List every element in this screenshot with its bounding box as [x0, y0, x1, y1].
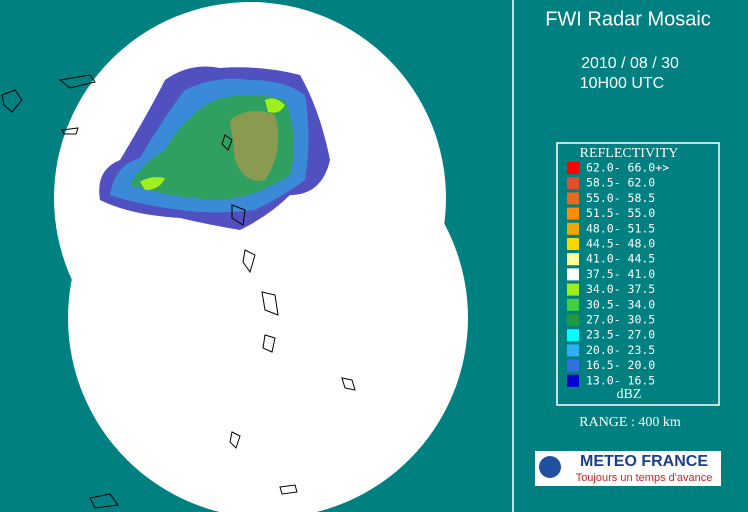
legend-label: 58.5- 62.0: [586, 176, 655, 190]
legend-swatch: [567, 359, 579, 372]
legend-swatch: [567, 344, 579, 357]
legend-swatch: [567, 207, 579, 220]
logo-icon: [539, 456, 561, 478]
legend-swatch: [567, 283, 579, 296]
legend-label: 16.5- 20.0: [586, 358, 655, 372]
legend-label: 62.0- 66.0+>: [586, 161, 669, 175]
legend-swatch: [567, 238, 579, 250]
legend-swatch: [567, 177, 579, 190]
legend-swatch: [567, 253, 579, 266]
echo-area: [140, 98, 285, 190]
legend-swatch: [567, 298, 579, 311]
coastlines: [1, 74, 356, 509]
legend-swatch: [567, 222, 579, 235]
legend-label: 20.0- 23.5: [586, 343, 655, 357]
logo-tagline: Toujours un temps d'avance: [576, 472, 713, 484]
time: 10H00 UTC: [580, 75, 664, 92]
logo: METEO FRANCE Toujours un temps d'avance: [535, 451, 721, 486]
legend-swatch: [567, 162, 579, 174]
legend-label: 48.0- 51.5: [586, 221, 655, 235]
legend-label: 51.5- 55.0: [586, 206, 655, 220]
legend: REFLECTIVITY dBZ 62.0- 66.0+>58.5- 62.05…: [556, 142, 720, 406]
legend-frame: [556, 142, 720, 406]
title: FWI Radar Mosaic: [545, 8, 711, 30]
legend-swatch: [567, 329, 579, 342]
legend-swatch: [567, 374, 579, 387]
range: RANGE : 400 km: [579, 415, 681, 430]
logo-name: METEO FRANCE: [580, 453, 708, 470]
logo-box: [535, 451, 721, 486]
legend-swatch: [567, 314, 579, 326]
legend-swatch: [567, 192, 579, 205]
echo-area: [230, 111, 279, 181]
legend-label: 13.0- 16.5: [586, 373, 655, 387]
legend-label: 23.5- 27.0: [586, 328, 655, 342]
legend-label: 37.5- 41.0: [586, 267, 655, 281]
legend-label: 44.5- 48.0: [586, 237, 655, 251]
legend-label: 34.0- 37.5: [586, 282, 655, 296]
legend-label: 27.0- 30.5: [586, 313, 655, 327]
legend-label: 30.5- 34.0: [586, 297, 655, 311]
legend-unit: dBZ: [617, 387, 642, 402]
legend-label: 55.0- 58.5: [586, 191, 655, 205]
radar-map: [1, 2, 468, 512]
date: 2010 / 08 / 30: [581, 55, 679, 72]
legend-label: 41.0- 44.5: [586, 252, 655, 266]
legend-swatch: [567, 268, 579, 281]
legend-title: REFLECTIVITY: [580, 146, 679, 161]
